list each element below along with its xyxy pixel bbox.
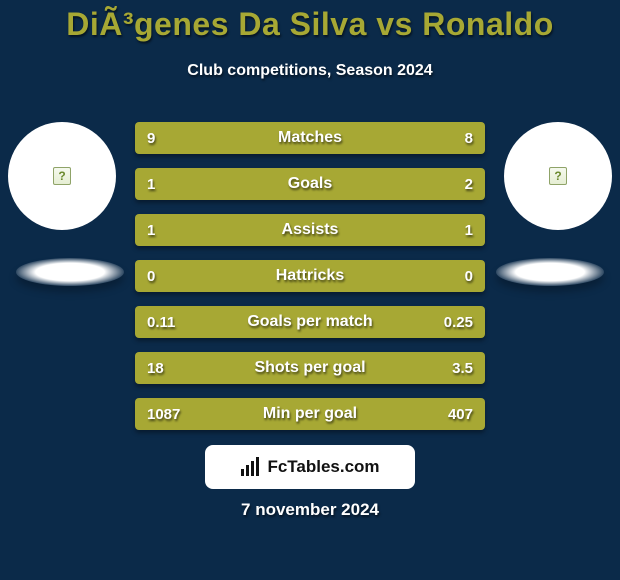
stat-left-value: 18 — [135, 352, 176, 384]
comparison-infographic: DiÃ³genes Da Silva vs Ronaldo Club compe… — [0, 0, 620, 580]
stat-row: Goals12 — [135, 168, 485, 200]
avatar-shadow — [496, 258, 604, 286]
stat-left-value: 0 — [135, 260, 167, 292]
player-right-avatar: ? — [504, 122, 612, 230]
image-placeholder-icon: ? — [549, 167, 567, 185]
branding-badge: FcTables.com — [205, 445, 415, 489]
stat-left-value: 1 — [135, 214, 167, 246]
stat-left-value: 9 — [135, 122, 167, 154]
stat-row: Min per goal1087407 — [135, 398, 485, 430]
stat-row: Assists11 — [135, 214, 485, 246]
footer-date: 7 november 2024 — [0, 500, 620, 520]
stat-bars: Matches98 Goals12 Assists11 Hattricks00 Goal… — [135, 122, 485, 444]
player-left-avatar: ? — [8, 122, 116, 230]
stat-left-value: 1087 — [135, 398, 192, 430]
stat-left-value: 1 — [135, 168, 167, 200]
stat-row: Goals per match0.110.25 — [135, 306, 485, 338]
page-title: DiÃ³genes Da Silva vs Ronaldo — [0, 6, 620, 43]
branding-label: FcTables.com — [267, 457, 379, 477]
page-subtitle: Club competitions, Season 2024 — [0, 62, 620, 80]
image-placeholder-icon: ? — [53, 167, 71, 185]
stat-row: Hattricks00 — [135, 260, 485, 292]
stat-row: Shots per goal183.5 — [135, 352, 485, 384]
bars-icon — [240, 457, 260, 477]
avatar-shadow — [16, 258, 124, 286]
stat-left-value: 0.11 — [135, 306, 187, 338]
stat-row: Matches98 — [135, 122, 485, 154]
